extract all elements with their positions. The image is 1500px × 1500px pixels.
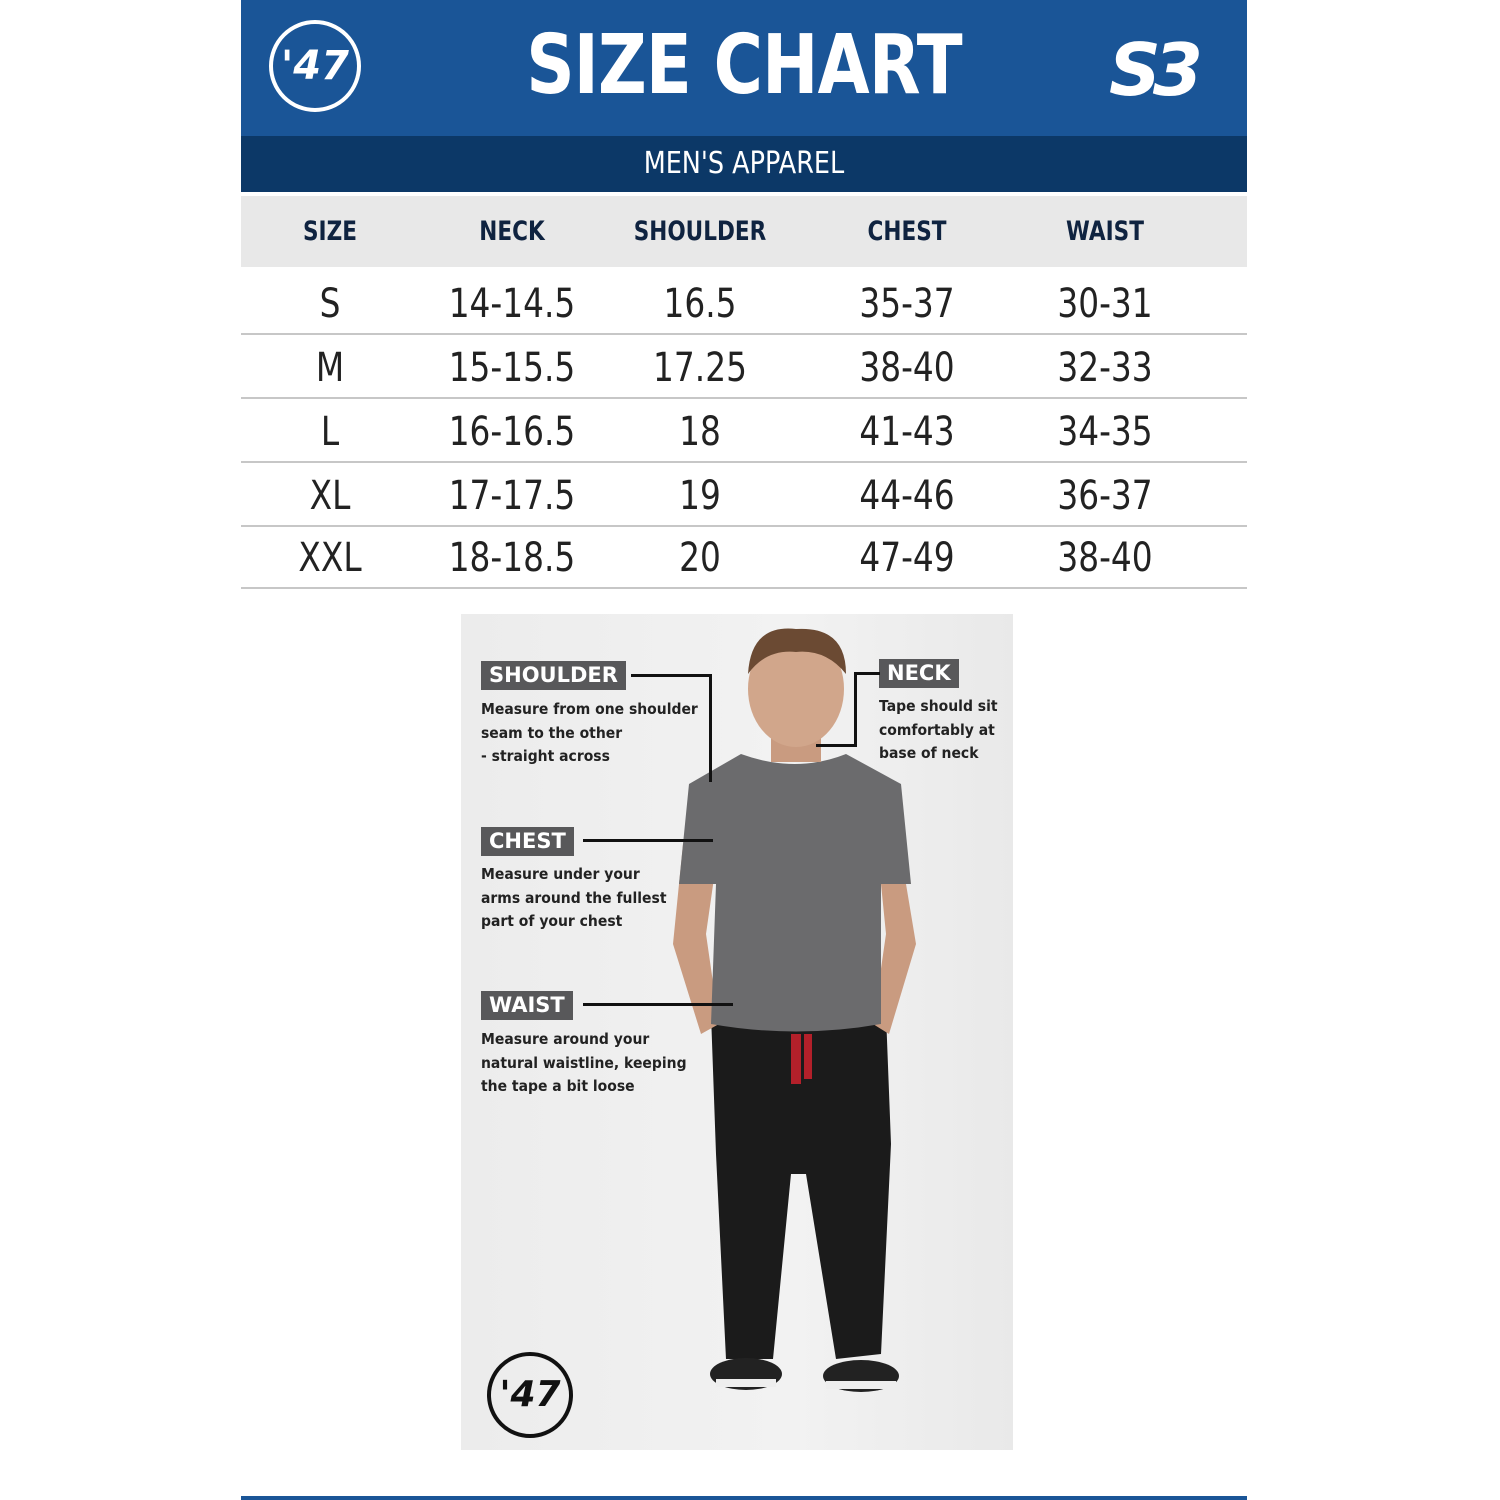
column-header-neck: NECK bbox=[479, 216, 545, 247]
column-header-waist: WAIST bbox=[1066, 216, 1144, 247]
cell-neck: 18-18.5 bbox=[448, 535, 576, 581]
page-title: SIZE CHART bbox=[526, 18, 962, 113]
header-banner: '47 SIZE CHART S3 bbox=[241, 0, 1247, 136]
cell-size: M bbox=[315, 345, 345, 391]
table-row: XL 17-17.5 19 44-46 36-37 bbox=[241, 463, 1247, 527]
cell-waist: 38-40 bbox=[1057, 535, 1153, 581]
neck-pointer-line-vertical bbox=[854, 672, 857, 746]
column-header-size: SIZE bbox=[302, 216, 358, 247]
cell-chest: 38-40 bbox=[859, 345, 955, 391]
chest-label: CHEST bbox=[481, 827, 574, 856]
brand-logo-47: '47 bbox=[269, 20, 361, 112]
measurement-guide: SHOULDER Measure from one shoulder seam … bbox=[461, 614, 1013, 1450]
waist-label: WAIST bbox=[481, 991, 573, 1020]
neck-label: NECK bbox=[879, 659, 959, 688]
cell-size: XXL bbox=[298, 535, 362, 581]
cell-waist: 30-31 bbox=[1057, 281, 1153, 327]
cell-size: S bbox=[319, 281, 341, 327]
waist-description: Measure around your natural waistline, k… bbox=[481, 1030, 687, 1095]
cell-shoulder: 16.5 bbox=[663, 281, 737, 327]
table-row: XXL 18-18.5 20 47-49 38-40 bbox=[241, 525, 1247, 589]
cell-waist: 36-37 bbox=[1057, 473, 1153, 519]
table-header: SIZE NECK SHOULDER CHEST WAIST bbox=[241, 196, 1247, 267]
cell-shoulder: 17.25 bbox=[653, 345, 747, 391]
chest-pointer-line bbox=[583, 839, 713, 842]
shoulder-pointer-line bbox=[631, 674, 711, 677]
cell-waist: 34-35 bbox=[1057, 409, 1153, 455]
model-illustration bbox=[673, 628, 916, 1392]
cell-waist: 32-33 bbox=[1057, 345, 1153, 391]
neck-pointer-line bbox=[854, 672, 880, 675]
column-header-shoulder: SHOULDER bbox=[633, 216, 767, 247]
cell-neck: 15-15.5 bbox=[448, 345, 576, 391]
chest-description: Measure under your arms around the fulle… bbox=[481, 865, 667, 930]
table-row: S 14-14.5 16.5 35-37 30-31 bbox=[241, 271, 1247, 335]
cell-size: XL bbox=[309, 473, 351, 519]
waist-pointer-line bbox=[583, 1003, 733, 1006]
cell-chest: 44-46 bbox=[859, 473, 955, 519]
cell-chest: 41-43 bbox=[859, 409, 955, 455]
neck-description: Tape should sit comfortably at base of n… bbox=[879, 697, 998, 762]
bottom-divider bbox=[241, 1496, 1247, 1500]
cell-neck: 14-14.5 bbox=[448, 281, 576, 327]
column-header-chest: CHEST bbox=[867, 216, 947, 247]
shoulder-pointer-line-vertical bbox=[709, 674, 712, 782]
cell-neck: 16-16.5 bbox=[448, 409, 576, 455]
table-row: M 15-15.5 17.25 38-40 32-33 bbox=[241, 335, 1247, 399]
cell-chest: 47-49 bbox=[859, 535, 955, 581]
cell-size: L bbox=[320, 409, 340, 455]
table-row: L 16-16.5 18 41-43 34-35 bbox=[241, 399, 1247, 463]
shoulder-description: Measure from one shoulder seam to the ot… bbox=[481, 700, 698, 765]
category-title: MEN'S APPAREL bbox=[643, 146, 845, 181]
cell-shoulder: 19 bbox=[679, 473, 721, 519]
cell-neck: 17-17.5 bbox=[448, 473, 576, 519]
cell-shoulder: 20 bbox=[679, 535, 721, 581]
brand-logo-47-bottom: '47 bbox=[487, 1352, 573, 1438]
brand-logo-s3: S3 bbox=[1109, 28, 1203, 112]
cell-shoulder: 18 bbox=[679, 409, 721, 455]
category-band: MEN'S APPAREL bbox=[241, 136, 1247, 192]
shoulder-label: SHOULDER bbox=[481, 661, 626, 690]
cell-chest: 35-37 bbox=[859, 281, 955, 327]
neck-pointer-line-bottom bbox=[816, 744, 857, 747]
